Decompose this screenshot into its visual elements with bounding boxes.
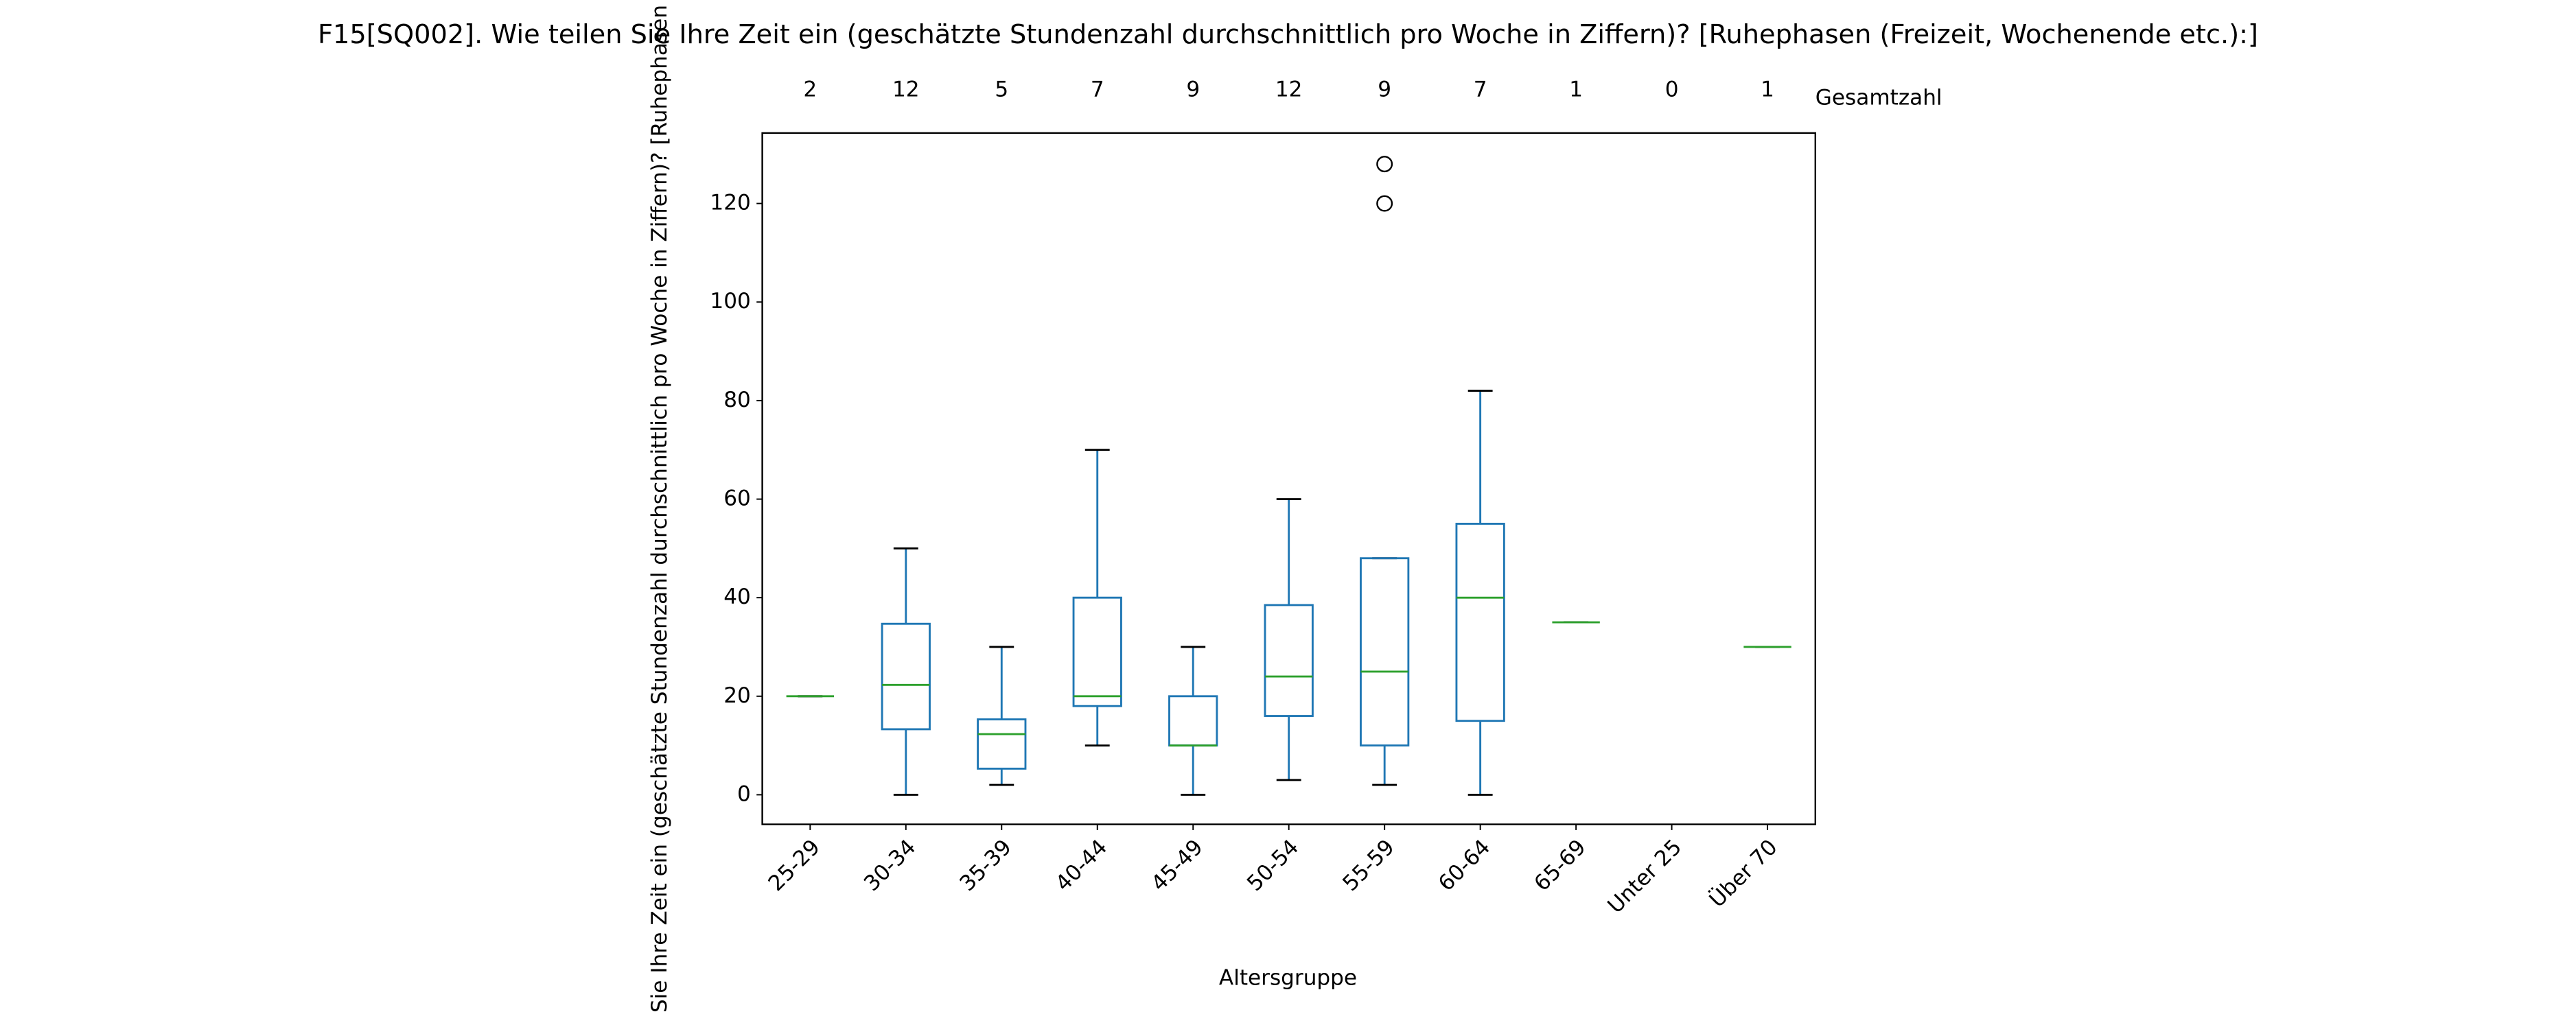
- count-label: 1: [1569, 78, 1583, 102]
- y-axis-label: F15[SQ002]. Wie teilen Sie Ihre Zeit ein…: [647, 0, 672, 1014]
- y-tick-label: 0: [737, 781, 751, 806]
- box: [1455, 522, 1505, 722]
- flier: [1376, 195, 1393, 212]
- box: [1264, 604, 1314, 717]
- count-label: 12: [892, 78, 920, 102]
- y-tick-label: 40: [723, 585, 751, 609]
- box: [881, 622, 931, 731]
- chart-title: F15[SQ002]. Wie teilen Sie Ihre Zeit ein…: [318, 19, 2258, 50]
- count-label: 5: [995, 78, 1008, 102]
- box: [1360, 557, 1410, 747]
- counts-label: Gesamtzahl: [1815, 86, 1942, 110]
- y-tick-label: 120: [710, 191, 750, 215]
- y-tick-label: 20: [723, 683, 751, 708]
- box: [977, 718, 1027, 770]
- count-label: 2: [803, 78, 817, 102]
- count-label: 1: [1761, 78, 1774, 102]
- count-label: 7: [1091, 78, 1104, 102]
- count-label: 0: [1665, 78, 1679, 102]
- flier: [1376, 156, 1393, 173]
- count-label: 9: [1378, 78, 1391, 102]
- count-label: 7: [1474, 78, 1487, 102]
- box: [1072, 596, 1122, 707]
- plot-frame: [761, 132, 1817, 825]
- x-axis-label: Altersgruppe: [1219, 966, 1357, 991]
- y-tick-label: 100: [710, 289, 750, 314]
- y-tick-label: 80: [723, 388, 751, 412]
- count-label: 9: [1186, 78, 1200, 102]
- y-tick-label: 60: [723, 486, 751, 511]
- count-label: 12: [1275, 78, 1303, 102]
